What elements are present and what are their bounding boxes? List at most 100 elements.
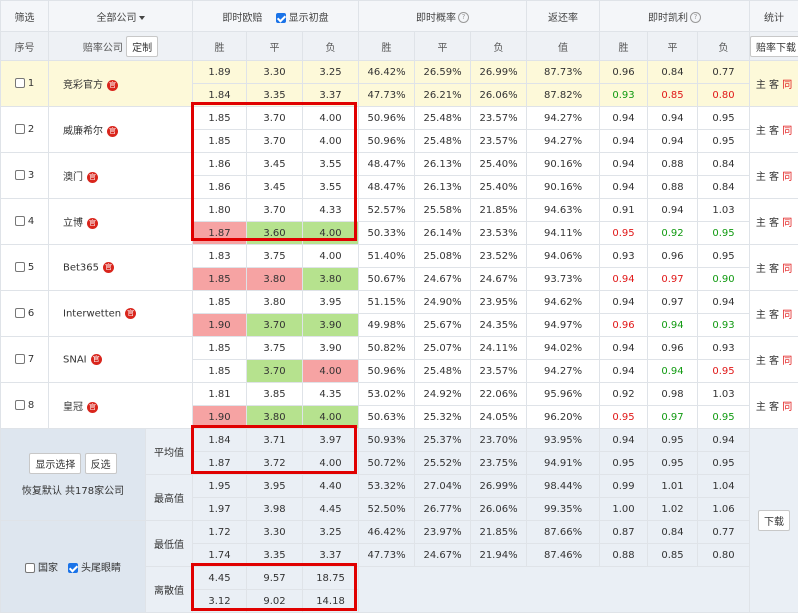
company-name-cell[interactable]: SNAI 官 — [49, 337, 193, 383]
customize-button[interactable]: 定制 — [126, 36, 158, 57]
head-tail-checkbox[interactable] — [68, 563, 78, 573]
company-name[interactable]: 威廉希尔 — [63, 126, 103, 137]
home-link[interactable]: 主 — [756, 264, 766, 275]
same-link[interactable]: 同 — [782, 310, 792, 321]
home-link[interactable]: 主 — [756, 218, 766, 229]
away-link[interactable]: 客 — [769, 310, 779, 321]
prob-cell: 51.15% — [359, 291, 415, 314]
seq-cell[interactable]: 2 — [1, 107, 49, 153]
seq-cell[interactable]: 8 — [1, 383, 49, 429]
prob-cell: 23.95% — [471, 291, 527, 314]
company-name-cell[interactable]: 立博官 — [49, 199, 193, 245]
download-button[interactable]: 下载 — [758, 510, 790, 531]
seq-cell[interactable]: 4 — [1, 199, 49, 245]
same-link[interactable]: 同 — [782, 172, 792, 183]
seq-cell[interactable]: 3 — [1, 153, 49, 199]
home-link[interactable]: 主 — [756, 402, 766, 413]
trend-cell[interactable]: 主 客 同 — [750, 107, 798, 153]
same-link[interactable]: 同 — [782, 356, 792, 367]
company-name-cell[interactable]: 皇冠官 — [49, 383, 193, 429]
company-name-cell[interactable]: 澳门官 — [49, 153, 193, 199]
trend-cell[interactable]: 主 客 同 — [750, 153, 798, 199]
company-checkbox[interactable] — [15, 262, 25, 272]
head-tail-option[interactable]: 头尾眼睛 — [68, 563, 121, 574]
trend-cell[interactable]: 主 客 同 — [750, 61, 798, 107]
company-checkbox[interactable] — [15, 308, 25, 318]
trend-cell[interactable]: 主 客 同 — [750, 199, 798, 245]
company-name[interactable]: SNAI — [63, 354, 87, 365]
download-odds-button[interactable]: 赔率下载 — [750, 36, 798, 57]
same-link[interactable]: 同 — [782, 402, 792, 413]
odds-cell: 3.75 — [247, 337, 303, 360]
restore-default-link[interactable]: 恢复默认 — [22, 486, 62, 497]
same-link[interactable]: 同 — [782, 126, 792, 137]
same-link[interactable]: 同 — [782, 264, 792, 275]
company-name[interactable]: 澳门 — [63, 172, 83, 183]
company-name[interactable]: 竞彩官方 — [63, 80, 103, 91]
company-filter-dropdown[interactable]: 全部公司 — [49, 1, 193, 32]
show-initial-toggle[interactable]: 显示初盘 — [276, 13, 329, 24]
trend-cell[interactable]: 主 客 同 — [750, 337, 798, 383]
same-link[interactable]: 同 — [782, 218, 792, 229]
seq-cell[interactable]: 5 — [1, 245, 49, 291]
company-name-cell[interactable]: 威廉希尔官 — [49, 107, 193, 153]
home-link[interactable]: 主 — [756, 80, 766, 91]
same-link[interactable]: 同 — [782, 80, 792, 91]
away-link[interactable]: 客 — [769, 356, 779, 367]
home-link[interactable]: 主 — [756, 310, 766, 321]
stats-prob-cell: 47.73% — [359, 544, 415, 567]
company-name[interactable]: Interwetten — [63, 308, 121, 319]
trend-cell[interactable]: 主 客 同 — [750, 245, 798, 291]
company-name-cell[interactable]: 竞彩官方官 — [49, 61, 193, 107]
return-rate-cell: 94.63% — [527, 199, 600, 222]
company-checkbox[interactable] — [15, 78, 25, 88]
away-link[interactable]: 客 — [769, 218, 779, 229]
country-checkbox[interactable] — [25, 563, 35, 573]
away-link[interactable]: 客 — [769, 126, 779, 137]
help-icon[interactable]: ? — [458, 12, 469, 23]
away-link[interactable]: 客 — [769, 264, 779, 275]
company-name[interactable]: 立博 — [63, 218, 83, 229]
company-name[interactable]: Bet365 — [63, 262, 99, 273]
help-icon[interactable]: ? — [690, 12, 701, 23]
return-rate-cell: 94.11% — [527, 222, 600, 245]
seq-cell[interactable]: 1 — [1, 61, 49, 107]
home-link[interactable]: 主 — [756, 126, 766, 137]
away-link[interactable]: 客 — [769, 80, 779, 91]
invert-selection-button[interactable]: 反选 — [85, 453, 117, 474]
company-checkbox[interactable] — [15, 124, 25, 134]
company-checkbox[interactable] — [15, 216, 25, 226]
trend-cell[interactable]: 主 客 同 — [750, 291, 798, 337]
stats-return-cell: 94.91% — [527, 452, 600, 475]
show-initial-checkbox[interactable] — [276, 13, 286, 23]
company-checkbox[interactable] — [15, 400, 25, 410]
company-checkbox[interactable] — [15, 170, 25, 180]
seq-cell[interactable]: 7 — [1, 337, 49, 383]
away-link[interactable]: 客 — [769, 172, 779, 183]
prob-cell: 26.13% — [415, 153, 471, 176]
company-name[interactable]: 皇冠 — [63, 402, 83, 413]
prob-cell: 52.57% — [359, 199, 415, 222]
trend-cell[interactable]: 主 客 同 — [750, 383, 798, 429]
away-link[interactable]: 客 — [769, 402, 779, 413]
home-link[interactable]: 主 — [756, 172, 766, 183]
company-checkbox[interactable] — [15, 354, 25, 364]
official-badge-icon: 官 — [91, 354, 102, 365]
country-option[interactable]: 国家 — [25, 563, 58, 574]
show-selected-button[interactable]: 显示选择 — [29, 453, 81, 474]
seq-cell[interactable]: 6 — [1, 291, 49, 337]
prob-cell: 23.57% — [471, 360, 527, 383]
home-link[interactable]: 主 — [756, 356, 766, 367]
